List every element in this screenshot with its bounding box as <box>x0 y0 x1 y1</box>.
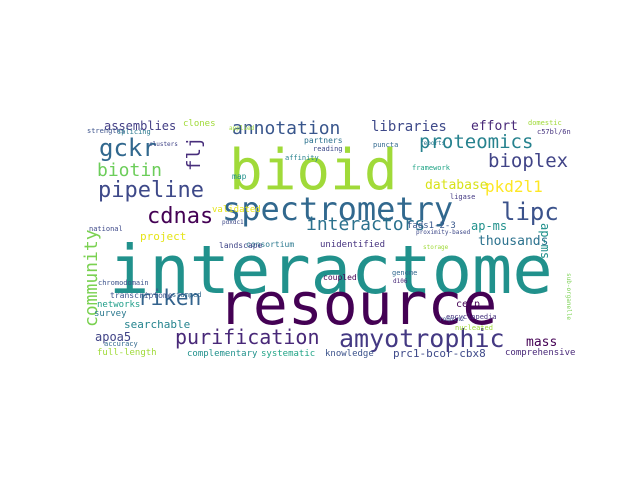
word: assemblies <box>104 119 177 133</box>
word: framework <box>412 164 450 172</box>
word: database <box>425 178 488 193</box>
word: survey <box>94 309 127 319</box>
word: reading <box>313 145 343 153</box>
word: genome <box>392 269 418 277</box>
word: puncta <box>373 141 399 149</box>
word: bioplex <box>488 150 569 172</box>
word: ap-ms <box>538 223 552 260</box>
word: clones <box>183 119 216 129</box>
word: knowledge <box>325 349 374 359</box>
word: accuracy <box>104 340 138 348</box>
word: proximity-based <box>416 229 471 236</box>
word: unidentified <box>320 240 386 250</box>
word: complementary <box>187 349 258 359</box>
word: validated <box>212 205 261 215</box>
word: project <box>140 230 187 243</box>
word: libraries <box>371 119 447 135</box>
word: mass <box>526 335 558 350</box>
word: apoa5 <box>95 330 132 344</box>
word: bioid <box>229 138 398 203</box>
word: national <box>89 225 123 233</box>
word: stamped <box>172 291 202 299</box>
word: strengths <box>87 127 125 135</box>
word: prc1-bcor-cbx8 <box>393 347 486 360</box>
word: biotin <box>97 160 163 181</box>
word: cetp <box>456 299 481 310</box>
word: splicing <box>117 128 151 136</box>
word: partners <box>304 136 343 145</box>
word: domestic <box>528 119 562 127</box>
word: proteomics <box>419 131 534 153</box>
word: amyotrophic <box>339 324 505 353</box>
word: flj <box>183 136 205 171</box>
word: systematic <box>261 349 316 359</box>
word: networks <box>97 300 141 310</box>
word: effort <box>471 119 518 134</box>
word: riken <box>138 286 202 310</box>
word: pkd2l1 <box>485 177 543 196</box>
word: nucleated <box>455 324 493 332</box>
word: applied <box>229 125 255 132</box>
word: annotation <box>232 118 341 139</box>
word: roquin2 <box>439 316 465 323</box>
word: comprehensive <box>505 348 576 358</box>
word: chromodomain <box>98 279 149 287</box>
word: map <box>232 172 247 181</box>
word: encyclopedia <box>446 313 497 321</box>
word: affinity <box>285 154 319 162</box>
word: interactome <box>109 231 553 309</box>
word: fads1-2-3 <box>407 221 456 231</box>
word: resource <box>218 270 498 338</box>
word: coupled <box>323 273 357 282</box>
word: pipeline <box>98 178 204 203</box>
word: thousands <box>478 234 549 249</box>
word: cdnas <box>147 204 214 229</box>
word: spectrometry <box>222 190 454 228</box>
word: gckr <box>99 134 157 162</box>
word: landscape <box>219 241 263 250</box>
word: transcriptome <box>110 291 173 300</box>
word: searchable <box>124 318 191 331</box>
word: ap-ms <box>471 219 508 233</box>
word: clusters <box>149 141 178 148</box>
word: reports <box>420 140 446 147</box>
word: interactors <box>306 214 426 235</box>
word: storage <box>423 244 449 251</box>
word: d106 <box>393 278 408 285</box>
word: purification <box>175 325 320 349</box>
word-cloud: interactome resource bioid spectrometry … <box>81 113 576 369</box>
word: ligase <box>450 193 476 201</box>
word: sub-organelle <box>565 273 572 320</box>
word: consortium <box>246 240 295 249</box>
word: lipc <box>501 198 559 226</box>
word: c57bl/6n <box>537 128 571 136</box>
word: full-length <box>97 348 157 358</box>
word: pdxdc1 <box>222 219 244 226</box>
